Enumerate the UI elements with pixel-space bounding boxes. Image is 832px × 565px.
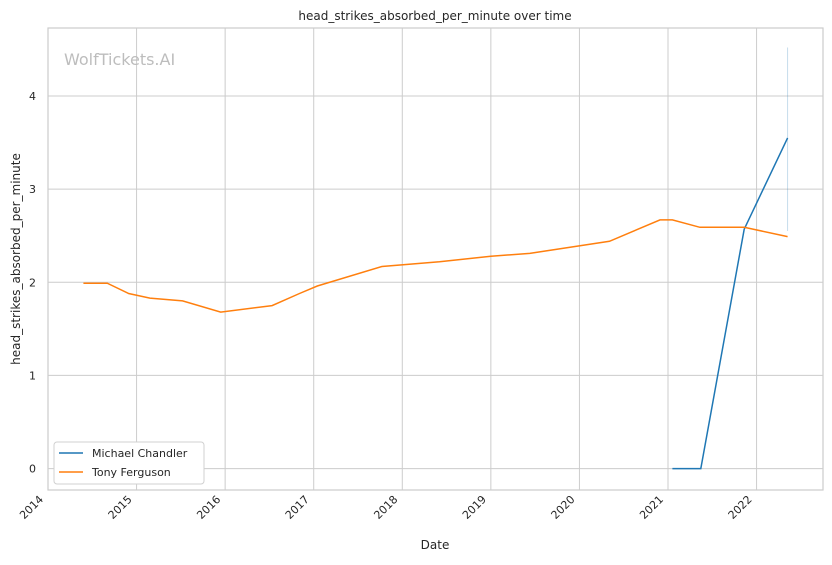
x-tick-label: 2022 xyxy=(726,493,755,522)
x-tick-label: 2014 xyxy=(17,493,46,522)
x-tick-label: 2019 xyxy=(460,493,489,522)
x-tick-label: 2016 xyxy=(194,493,223,522)
y-tick-label: 0 xyxy=(29,463,36,476)
y-axis-label: head_strikes_absorbed_per_minute xyxy=(9,153,23,365)
plot-area xyxy=(47,27,824,491)
y-tick-label: 2 xyxy=(29,276,36,289)
x-tick-label: 2015 xyxy=(106,493,135,522)
watermark: WolfTickets.AI xyxy=(64,50,175,69)
series-line-michael-chandler xyxy=(672,137,789,470)
y-tick-label: 1 xyxy=(29,369,36,382)
y-tick-label: 4 xyxy=(29,90,36,103)
x-tick-label: 2017 xyxy=(283,493,312,522)
x-axis-label: Date xyxy=(421,538,450,552)
x-tick-label: 2018 xyxy=(371,493,400,522)
x-tick-label: 2020 xyxy=(549,493,578,522)
x-tick-label: 2021 xyxy=(637,493,666,522)
legend-label-michael-chandler: Michael Chandler xyxy=(92,447,188,460)
legend: Michael Chandler Tony Ferguson xyxy=(53,441,205,485)
chart-title: head_strikes_absorbed_per_minute over ti… xyxy=(298,9,571,23)
y-tick-label: 3 xyxy=(29,183,36,196)
series-line-tony-ferguson xyxy=(83,219,788,313)
legend-label-tony-ferguson: Tony Ferguson xyxy=(91,466,171,479)
